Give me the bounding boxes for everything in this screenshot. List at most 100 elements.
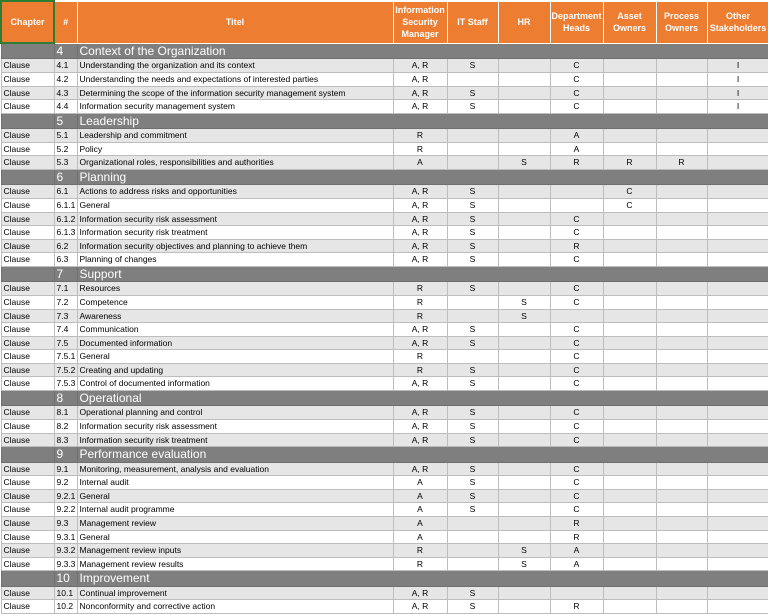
header-title[interactable]: Titel bbox=[76, 0, 394, 44]
cell-ism[interactable]: A bbox=[392, 475, 448, 490]
cell-asset-owners[interactable] bbox=[602, 71, 657, 87]
cell-it-staff[interactable]: S bbox=[446, 322, 499, 337]
cell-chapter[interactable]: Clause bbox=[0, 58, 55, 73]
cell-hr[interactable] bbox=[497, 488, 551, 504]
cell-it-staff[interactable]: S bbox=[446, 419, 499, 434]
cell-hr[interactable] bbox=[497, 197, 551, 213]
cell-number[interactable]: 7.4 bbox=[53, 322, 78, 337]
cell-process-owners[interactable] bbox=[655, 432, 708, 448]
cell-hr[interactable] bbox=[497, 529, 551, 545]
cell-other-stakeholders[interactable] bbox=[706, 308, 768, 324]
cell-number[interactable]: 9.3 bbox=[53, 516, 78, 531]
cell-process-owners[interactable] bbox=[655, 128, 708, 143]
cell-asset-owners[interactable]: R bbox=[602, 155, 657, 170]
cell-title[interactable]: Internal audit bbox=[76, 475, 394, 490]
cell-asset-owners[interactable]: C bbox=[602, 197, 657, 213]
cell-chapter[interactable]: Clause bbox=[0, 362, 55, 378]
cell-hr[interactable]: S bbox=[497, 155, 551, 170]
cell-number[interactable]: 9.3.3 bbox=[53, 556, 78, 572]
cell-process-owners[interactable] bbox=[655, 211, 708, 227]
cell-chapter[interactable]: Clause bbox=[0, 376, 55, 392]
cell-hr[interactable] bbox=[497, 349, 551, 364]
cell-it-staff[interactable]: S bbox=[446, 432, 499, 448]
cell-title[interactable]: Understanding the organization and its c… bbox=[76, 58, 394, 73]
cell-title[interactable]: Information security risk assessment bbox=[76, 211, 394, 227]
cell-it-staff[interactable] bbox=[446, 543, 499, 558]
cell-title[interactable]: Information security risk treatment bbox=[76, 432, 394, 448]
cell-hr[interactable] bbox=[497, 71, 551, 87]
cell-process-owners[interactable] bbox=[655, 475, 708, 490]
cell-hr[interactable] bbox=[497, 599, 551, 614]
cell-asset-owners[interactable] bbox=[602, 85, 657, 101]
cell-it-staff[interactable]: S bbox=[446, 238, 499, 254]
cell-process-owners[interactable] bbox=[655, 335, 708, 351]
cell-chapter[interactable]: Clause bbox=[0, 128, 55, 143]
cell-number[interactable]: 7.5.2 bbox=[53, 362, 78, 378]
cell-it-staff[interactable]: S bbox=[446, 184, 499, 199]
cell-department-heads[interactable]: C bbox=[549, 252, 604, 267]
cell-process-owners[interactable] bbox=[655, 362, 708, 378]
cell-department-heads[interactable]: C bbox=[549, 488, 604, 504]
cell-title[interactable]: Planning of changes bbox=[76, 252, 394, 267]
cell-ism[interactable]: R bbox=[392, 281, 448, 296]
cell-ism[interactable]: A, R bbox=[392, 335, 448, 351]
cell-number[interactable]: 5.2 bbox=[53, 141, 78, 157]
cell-title[interactable]: Actions to address risks and opportuniti… bbox=[76, 184, 394, 199]
cell-other-stakeholders[interactable] bbox=[706, 502, 768, 518]
cell-process-owners[interactable] bbox=[655, 599, 708, 614]
cell-department-heads[interactable]: C bbox=[549, 58, 604, 73]
cell-title[interactable]: Internal audit programme bbox=[76, 502, 394, 518]
cell-other-stakeholders[interactable]: I bbox=[706, 58, 768, 73]
cell-other-stakeholders[interactable]: I bbox=[706, 85, 768, 101]
cell-it-staff[interactable] bbox=[446, 155, 499, 170]
cell-other-stakeholders[interactable] bbox=[706, 461, 768, 477]
cell-other-stakeholders[interactable] bbox=[706, 599, 768, 614]
cell-it-staff[interactable] bbox=[446, 141, 499, 157]
cell-hr[interactable] bbox=[497, 85, 551, 101]
cell-other-stakeholders[interactable] bbox=[706, 294, 768, 310]
cell-other-stakeholders[interactable] bbox=[706, 432, 768, 448]
cell-other-stakeholders[interactable] bbox=[706, 543, 768, 558]
cell-other-stakeholders[interactable] bbox=[706, 128, 768, 143]
section-title[interactable]: Improvement bbox=[76, 570, 768, 587]
cell-ism[interactable]: A, R bbox=[392, 405, 448, 421]
cell-department-heads[interactable] bbox=[549, 184, 604, 199]
header-number[interactable]: # bbox=[53, 0, 78, 44]
cell-it-staff[interactable]: S bbox=[446, 225, 499, 240]
cell-asset-owners[interactable] bbox=[602, 225, 657, 240]
cell-it-staff[interactable]: S bbox=[446, 197, 499, 213]
cell-department-heads[interactable] bbox=[549, 197, 604, 213]
cell-chapter[interactable]: Clause bbox=[0, 529, 55, 545]
cell-it-staff[interactable] bbox=[446, 529, 499, 545]
cell-department-heads[interactable]: R bbox=[549, 529, 604, 545]
cell-ism[interactable]: R bbox=[392, 543, 448, 558]
cell-number[interactable]: 5.1 bbox=[53, 128, 78, 143]
cell-title[interactable]: Nonconformity and corrective action bbox=[76, 599, 394, 614]
cell-asset-owners[interactable] bbox=[602, 543, 657, 558]
cell-chapter[interactable]: Clause bbox=[0, 225, 55, 240]
cell-chapter[interactable]: Clause bbox=[0, 294, 55, 310]
cell-number[interactable]: 7.5.3 bbox=[53, 376, 78, 392]
cell-hr[interactable] bbox=[497, 238, 551, 254]
cell-hr[interactable] bbox=[497, 281, 551, 296]
cell-process-owners[interactable] bbox=[655, 58, 708, 73]
cell-it-staff[interactable] bbox=[446, 308, 499, 324]
cell-ism[interactable]: R bbox=[392, 362, 448, 378]
cell-chapter[interactable]: Clause bbox=[0, 155, 55, 170]
cell-department-heads[interactable]: R bbox=[549, 599, 604, 614]
cell-ism[interactable]: A, R bbox=[392, 184, 448, 199]
cell-number[interactable]: 4.4 bbox=[53, 99, 78, 114]
cell-title[interactable]: General bbox=[76, 488, 394, 504]
cell-process-owners[interactable] bbox=[655, 488, 708, 504]
cell-title[interactable]: Policy bbox=[76, 141, 394, 157]
cell-chapter[interactable]: Clause bbox=[0, 475, 55, 490]
cell-department-heads[interactable]: R bbox=[549, 516, 604, 531]
cell-process-owners[interactable] bbox=[655, 281, 708, 296]
cell-title[interactable]: Leadership and commitment bbox=[76, 128, 394, 143]
cell-it-staff[interactable]: S bbox=[446, 488, 499, 504]
cell-other-stakeholders[interactable] bbox=[706, 585, 768, 601]
cell-department-heads[interactable]: C bbox=[549, 461, 604, 477]
section-number[interactable]: 5 bbox=[53, 112, 78, 130]
cell-number[interactable]: 7.5 bbox=[53, 335, 78, 351]
cell-process-owners[interactable] bbox=[655, 71, 708, 87]
